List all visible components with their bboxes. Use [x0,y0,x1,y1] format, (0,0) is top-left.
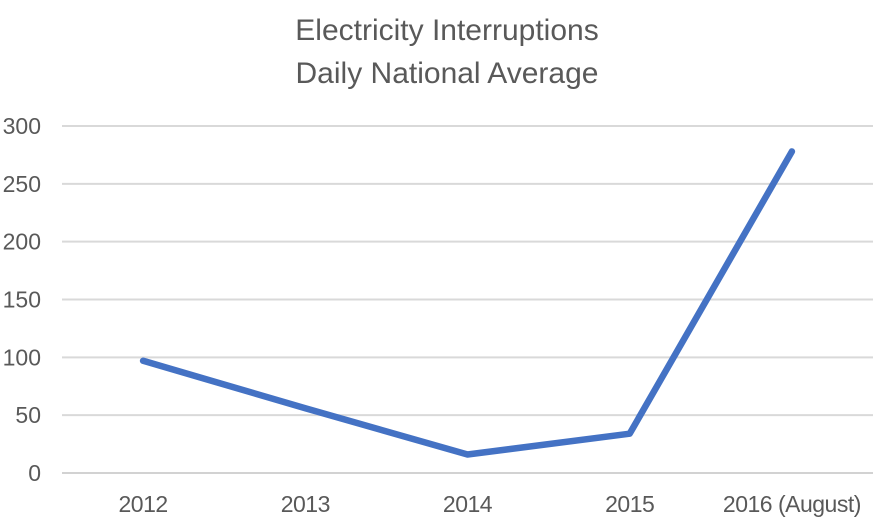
y-axis-tick-label: 150 [3,287,41,313]
chart-subtitle: Daily National Average [295,57,599,90]
y-axis-tick-label: 50 [15,402,41,428]
chart-title: Electricity Interruptions [295,14,599,47]
y-axis-tick-label: 250 [3,171,41,197]
y-axis-tick-label: 100 [3,344,41,370]
y-axis-tick-label: 300 [3,113,41,139]
x-axis-tick-label: 2013 [281,491,330,517]
x-axis-tick-label: 2014 [443,491,493,517]
data-series-line [139,148,796,458]
y-axis-tick-label: 200 [3,229,41,255]
x-axis-tick-label: 2016 (August) [723,491,861,517]
chart-title-block: Electricity Interruptions Daily National… [0,9,894,95]
y-axis-tick-label: 0 [28,460,41,486]
x-axis-tick-label: 2015 [605,491,654,517]
x-axis-tick-label: 2012 [119,491,168,517]
